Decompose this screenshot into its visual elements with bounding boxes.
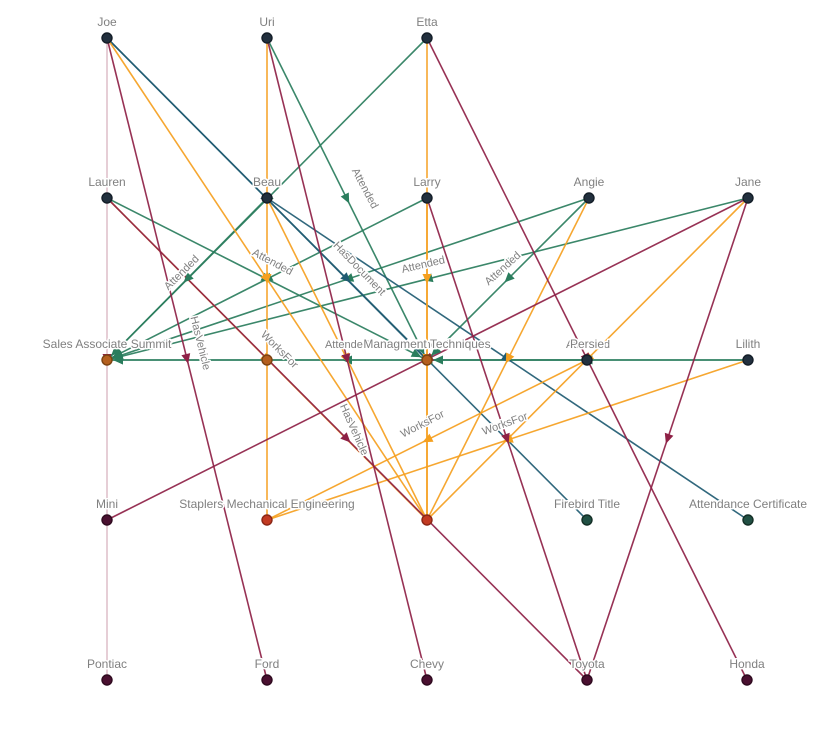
node-persie[interactable] bbox=[581, 354, 593, 366]
node-jane[interactable] bbox=[742, 192, 754, 204]
node-event2[interactable] bbox=[261, 354, 273, 366]
edge-attended-angie-mt-mid-arrow bbox=[504, 272, 515, 283]
node-company2[interactable] bbox=[421, 514, 433, 526]
edge-label-attended-5: Attended bbox=[325, 339, 369, 351]
edge-attended-beau-sas-target-arrow bbox=[111, 345, 122, 356]
edge-hasvehicle-jane-toyota-mid-arrow bbox=[664, 432, 674, 444]
node-label-sas: Sales Associate Summit bbox=[43, 337, 172, 351]
edge-hasvehicle-joe-ford-mid-arrow bbox=[181, 353, 191, 364]
node-joe[interactable] bbox=[101, 32, 113, 44]
node-attcert[interactable] bbox=[742, 514, 754, 526]
node-label-uri: Uri bbox=[259, 15, 274, 29]
edge-worksfor-persie-staplers-mid-arrow bbox=[422, 433, 434, 443]
node-label-angie: Angie bbox=[574, 175, 605, 189]
node-uri[interactable] bbox=[261, 32, 273, 44]
node-larry[interactable] bbox=[421, 192, 433, 204]
node-angie[interactable] bbox=[583, 192, 595, 204]
edge-hasvehicle-uri-chevy-mid-arrow bbox=[341, 353, 351, 364]
edge-label-attended-7: Attended bbox=[566, 339, 610, 351]
node-mt[interactable] bbox=[421, 354, 433, 366]
edge-label-hasvehicle-9: HasVehicle bbox=[187, 315, 212, 371]
node-label-lauren: Lauren bbox=[88, 175, 125, 189]
node-label-beau: Beau bbox=[253, 175, 281, 189]
node-label-mini: Mini bbox=[96, 497, 118, 511]
node-label-persie: Persie bbox=[570, 337, 604, 351]
node-firebird[interactable] bbox=[581, 514, 593, 526]
edge-attended-beau-sas-mid-arrow bbox=[183, 272, 194, 283]
node-label-staplers: Staplers Mechanical Engineering bbox=[179, 497, 354, 511]
node-label-larry: Larry bbox=[413, 175, 440, 189]
edge-label-attended-0: Attended bbox=[349, 166, 380, 211]
node-label-toyota: Toyota bbox=[569, 657, 605, 671]
node-pontiac[interactable] bbox=[101, 674, 113, 686]
node-label-joe: Joe bbox=[97, 15, 117, 29]
edge-hasvehicle-larry-toyota-mid-arrow bbox=[501, 432, 510, 444]
edge-worksfor-etta-company2-mid-arrow bbox=[422, 274, 432, 284]
arrows-layer bbox=[102, 192, 674, 444]
node-lauren[interactable] bbox=[101, 192, 113, 204]
node-label-lilith: Lilith bbox=[736, 337, 761, 351]
edge-attended-lauren-mt-target-arrow bbox=[410, 348, 422, 358]
node-sas[interactable] bbox=[101, 354, 113, 366]
node-lilith[interactable] bbox=[742, 354, 754, 366]
edge-hasdocument-joe-firebird-mid-arrow bbox=[340, 272, 351, 283]
node-label-attcert: Attendance Certificate bbox=[689, 497, 807, 511]
edge-attended-angie-mt-target-arrow bbox=[431, 345, 442, 356]
edge-label-worksfor-12: WorksFor bbox=[399, 408, 447, 440]
node-beau[interactable] bbox=[261, 192, 273, 204]
node-label-firebird: Firebird Title bbox=[554, 497, 620, 511]
node-chevy[interactable] bbox=[421, 674, 433, 686]
edge-attended-uri-mt-target-arrow bbox=[415, 343, 425, 355]
edge-hasvehicle-lauren-toyota-mid-arrow bbox=[340, 432, 351, 443]
edge-attended-uri-mt-mid-arrow bbox=[340, 192, 350, 204]
node-label-jane: Jane bbox=[735, 175, 761, 189]
edge-attended-lilith-sas-target-arrow bbox=[113, 355, 123, 365]
node-label-mt: Managment Techniques bbox=[363, 337, 490, 351]
node-staplers[interactable] bbox=[261, 514, 273, 526]
node-label-pontiac: Pontiac bbox=[87, 657, 127, 671]
node-label-ford: Ford bbox=[255, 657, 280, 671]
edge-attended-lilith-mt-target-arrow bbox=[433, 355, 443, 365]
edge-label-attended-3: Attended bbox=[401, 254, 447, 276]
node-label-honda: Honda bbox=[729, 657, 765, 671]
nodes-layer bbox=[101, 32, 754, 686]
node-etta[interactable] bbox=[421, 32, 433, 44]
node-label-etta: Etta bbox=[416, 15, 438, 29]
node-toyota[interactable] bbox=[581, 674, 593, 686]
edge-label-attended-6: Attended bbox=[405, 339, 449, 351]
node-honda[interactable] bbox=[741, 674, 753, 686]
node-mini[interactable] bbox=[101, 514, 113, 526]
edge-worksfor-angie-company2-mid-arrow bbox=[505, 352, 515, 364]
node-ford[interactable] bbox=[261, 674, 273, 686]
node-label-chevy: Chevy bbox=[410, 657, 444, 671]
edge-worksfor-uri-staplers-mid-arrow bbox=[262, 274, 272, 284]
